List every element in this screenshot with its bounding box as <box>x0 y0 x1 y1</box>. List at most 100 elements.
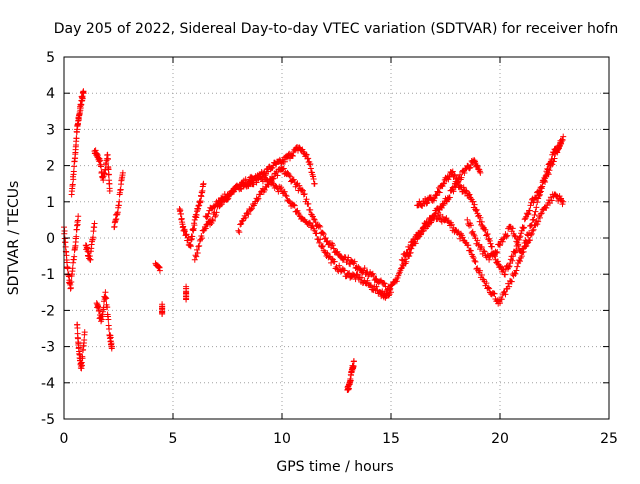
data-point-interp <box>269 175 276 182</box>
data-point-interp <box>451 171 458 178</box>
x-tick-label: 25 <box>600 431 618 447</box>
data-point <box>464 216 471 223</box>
data-point-interp <box>369 286 376 293</box>
data-point <box>560 133 567 140</box>
data-point-interp <box>194 249 201 256</box>
data-point-interp <box>534 199 541 206</box>
x-tick-label: 20 <box>491 431 509 447</box>
data-point-interp <box>106 326 113 333</box>
data-point-interp <box>70 176 77 183</box>
data-point <box>159 311 166 318</box>
data-point-interp <box>296 182 303 189</box>
data-point-interp <box>512 270 519 277</box>
data-point-interp <box>181 228 188 235</box>
data-point-interp <box>514 263 521 270</box>
axis-ticks: 0 5 10 15 20 25 -5 -4 -3 -2 -1 0 1 2 3 4 5 <box>41 50 618 447</box>
data-point <box>477 169 484 176</box>
data-point-interp <box>299 187 306 194</box>
data-point-interp <box>460 184 467 191</box>
data-point-interp <box>341 267 348 274</box>
data-point-interp <box>448 221 455 228</box>
data-point-interp <box>196 242 203 249</box>
data-point <box>486 285 493 292</box>
data-point-interp <box>303 151 310 158</box>
data-point-interp <box>457 235 464 242</box>
data-point <box>108 343 115 350</box>
data-point-interp <box>253 176 260 183</box>
data-point-interp <box>533 204 540 211</box>
data-point-interp <box>286 197 293 204</box>
data-point-interp <box>303 196 310 203</box>
x-tick-label: 5 <box>169 431 178 447</box>
data-point-interp <box>236 229 243 236</box>
data-point-interp <box>357 266 364 273</box>
data-point <box>486 256 493 263</box>
data-point <box>300 191 307 198</box>
data-point-interp <box>364 277 371 284</box>
data-point-interp <box>450 188 457 195</box>
data-point-interp <box>71 253 78 260</box>
data-point-interp <box>555 146 562 153</box>
data-point <box>398 256 405 263</box>
data-point-interp <box>74 325 81 332</box>
data-point <box>518 249 525 256</box>
data-point-interp <box>470 198 477 205</box>
y-tick-label: 2 <box>46 159 55 175</box>
data-point-interp <box>511 232 518 239</box>
data-point <box>497 300 503 307</box>
data-point-interp <box>184 237 191 244</box>
data-point-interp <box>528 221 535 228</box>
y-axis-label: SDTVAR / TECUs <box>6 181 22 296</box>
data-point-interp <box>424 199 431 206</box>
data-point-interp <box>506 283 513 290</box>
data-point-interp <box>471 201 478 208</box>
data-point-interp <box>526 229 533 236</box>
data-point-interp <box>301 190 308 197</box>
data-point-interp <box>509 257 516 264</box>
data-point-interp <box>477 267 484 274</box>
data-point-interp <box>305 200 312 207</box>
data-point-interp <box>433 192 440 199</box>
data-point <box>527 202 534 209</box>
data-point <box>183 296 190 303</box>
data-point-interp <box>191 222 198 229</box>
data-point-interp <box>112 217 119 224</box>
data-point-interp <box>347 377 354 384</box>
data-point-interp <box>467 164 474 171</box>
data-point-interp <box>381 280 388 287</box>
data-point-interp <box>204 213 211 220</box>
data-point-interp <box>481 248 488 255</box>
y-tick-label: 0 <box>46 231 55 247</box>
data-point-interp <box>197 198 204 205</box>
data-point-interp <box>531 211 538 218</box>
data-point-interp <box>388 282 394 289</box>
y-tick-label: -4 <box>41 376 55 392</box>
grid <box>64 57 609 419</box>
data-point-interp <box>471 257 478 264</box>
data-point-interp <box>319 242 326 249</box>
data-point-interp <box>446 194 453 201</box>
data-point-interp <box>467 222 474 229</box>
data-point-interp <box>386 291 393 298</box>
data-point-interp <box>454 178 461 185</box>
data-point-interp <box>281 188 288 195</box>
data-point-interp <box>516 258 523 265</box>
data-point-interp <box>370 272 377 279</box>
data-point-interp <box>552 192 559 199</box>
data-point <box>156 267 163 274</box>
data-point-interp <box>211 203 218 210</box>
y-tick-label: 1 <box>46 195 55 211</box>
data-point-interp <box>423 200 430 207</box>
data-point-interp <box>310 176 317 183</box>
data-point-interp <box>68 278 75 285</box>
data-point <box>191 256 198 263</box>
data-point-interp <box>543 204 550 211</box>
data-point-interp <box>511 248 518 255</box>
data-point-interp <box>358 274 365 281</box>
data-point-interp <box>525 232 532 239</box>
data-point-interp <box>505 263 512 270</box>
data-point-interp <box>418 228 425 235</box>
data-point-interp <box>473 207 480 214</box>
data-point-interp <box>465 242 472 249</box>
data-point-interp <box>361 265 368 272</box>
